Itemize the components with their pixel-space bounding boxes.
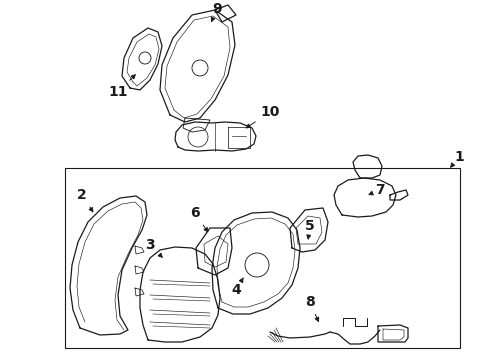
Bar [65,168,460,348]
Text: 4: 4 [231,278,244,297]
Text: 5: 5 [305,219,315,239]
Text: 11: 11 [108,75,135,99]
Text: 9: 9 [211,2,222,22]
Text: 3: 3 [145,238,162,257]
Text: 7: 7 [369,183,385,197]
Text: 2: 2 [77,188,93,212]
Text: 1: 1 [451,150,464,167]
Text: 8: 8 [305,295,318,321]
Text: 10: 10 [246,105,280,128]
Text: 6: 6 [190,206,208,232]
